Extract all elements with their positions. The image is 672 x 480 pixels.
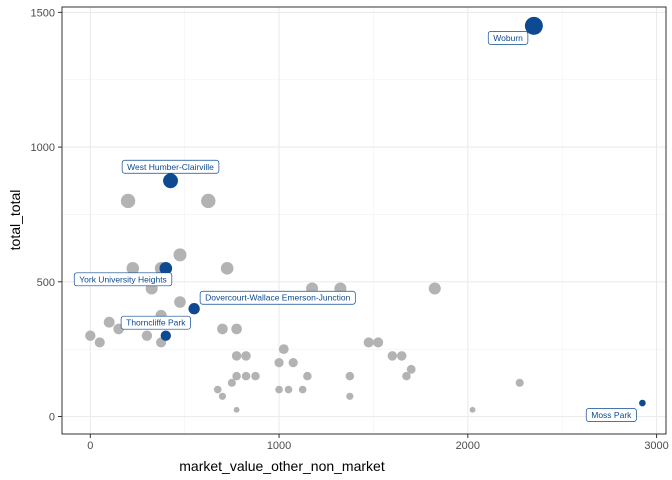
x-axis-ticks: 0 1000 2000 3000 bbox=[87, 434, 669, 452]
data-point bbox=[201, 193, 216, 209]
plot-panel bbox=[62, 7, 666, 434]
data-point bbox=[218, 392, 227, 400]
highlighted-point bbox=[639, 399, 646, 407]
data-point bbox=[174, 296, 186, 308]
data-point bbox=[241, 351, 251, 361]
point-label-box bbox=[73, 272, 173, 287]
data-point bbox=[141, 330, 153, 341]
data-point bbox=[373, 337, 384, 348]
plot-border bbox=[61, 6, 667, 435]
point-label-box bbox=[120, 315, 191, 330]
data-point bbox=[278, 344, 289, 355]
highlighted-point bbox=[159, 262, 173, 275]
data-point bbox=[103, 316, 115, 328]
y-tick-label: 500 bbox=[37, 277, 55, 289]
minor-gridlines bbox=[62, 7, 666, 434]
point-label: Woburn bbox=[487, 31, 529, 45]
x-axis-title: market_value_other_non_market bbox=[179, 458, 385, 474]
point-labels: Woburn West Humber-Clairville York Univers… bbox=[73, 31, 637, 422]
data-point bbox=[217, 323, 228, 335]
point-label-text: West Humber-Clairville bbox=[127, 162, 214, 172]
data-point bbox=[220, 262, 234, 275]
point-label-box bbox=[199, 290, 356, 305]
point-label-text: Thorncliffe Park bbox=[126, 318, 186, 328]
data-point bbox=[469, 406, 476, 413]
y-tick-label: 0 bbox=[49, 411, 55, 423]
point-label-box bbox=[585, 408, 637, 422]
data-point bbox=[120, 193, 136, 209]
data-point bbox=[275, 385, 283, 394]
highlighted-point bbox=[163, 173, 178, 189]
y-tick-label: 1000 bbox=[31, 142, 55, 154]
data-point bbox=[284, 385, 293, 394]
highlighted-point bbox=[160, 330, 171, 341]
x-tick-label: 1000 bbox=[267, 440, 291, 452]
x-tick-label: 0 bbox=[87, 440, 93, 452]
highlighted-point bbox=[524, 16, 543, 35]
data-point bbox=[227, 378, 236, 387]
y-tick-label: 1500 bbox=[31, 7, 55, 19]
data-point bbox=[232, 371, 241, 381]
data-point bbox=[406, 364, 416, 374]
data-point bbox=[251, 371, 260, 381]
data-point bbox=[428, 282, 441, 295]
data-point bbox=[231, 351, 242, 361]
data-point bbox=[233, 406, 240, 413]
point-label-text: York University Heights bbox=[79, 274, 167, 284]
data-point bbox=[213, 385, 222, 394]
point-label-box bbox=[121, 159, 220, 174]
data-point bbox=[363, 337, 374, 348]
y-axis-ticks: 0 500 1000 1500 bbox=[31, 7, 62, 423]
point-label-text: Woburn bbox=[493, 33, 523, 43]
point-label: Thorncliffe Park bbox=[120, 315, 191, 330]
data-point bbox=[396, 351, 407, 361]
data-point bbox=[402, 371, 411, 381]
point-label-text: Dovercourt-Wallace Emerson-Junction bbox=[205, 293, 350, 303]
data-point bbox=[345, 371, 355, 381]
data-point bbox=[241, 371, 251, 381]
highlighted-point bbox=[188, 303, 200, 315]
data-point bbox=[387, 351, 398, 361]
data-point bbox=[298, 385, 307, 394]
highlighted-points bbox=[159, 16, 646, 407]
data-point bbox=[173, 248, 187, 262]
data-point bbox=[303, 371, 312, 381]
data-point bbox=[126, 262, 140, 275]
data-point bbox=[94, 337, 105, 348]
point-label-box bbox=[487, 31, 529, 45]
point-label-text: Moss Park bbox=[591, 410, 632, 420]
data-point bbox=[274, 358, 284, 368]
point-label: Moss Park bbox=[585, 408, 637, 422]
data-point bbox=[515, 378, 524, 387]
point-label: Dovercourt-Wallace Emerson-Junction bbox=[199, 290, 356, 305]
y-axis-title: total_total bbox=[7, 190, 23, 251]
data-point bbox=[346, 392, 354, 400]
data-point bbox=[85, 330, 96, 341]
x-tick-label: 3000 bbox=[644, 440, 668, 452]
x-tick-label: 2000 bbox=[456, 440, 480, 452]
point-label: York University Heights bbox=[73, 272, 173, 287]
point-label: West Humber-Clairville bbox=[121, 159, 220, 174]
data-point bbox=[288, 358, 298, 368]
data-point bbox=[231, 323, 242, 335]
